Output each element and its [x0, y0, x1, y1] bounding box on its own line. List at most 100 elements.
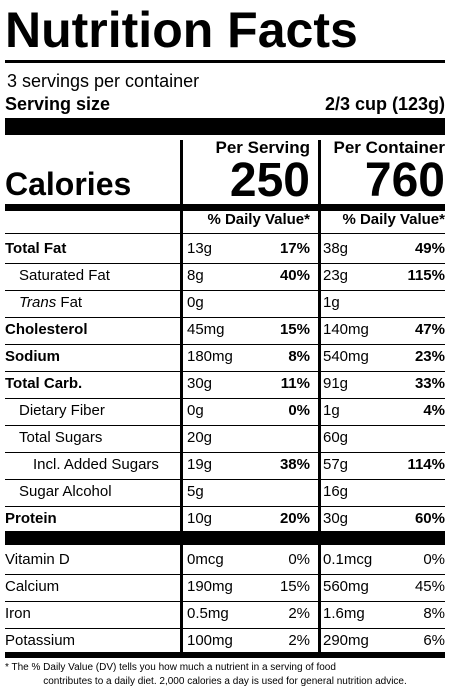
container-dv: 115%	[407, 267, 445, 284]
nutrient-label: Vitamin D	[5, 551, 70, 568]
serving-amount: 0g	[187, 294, 204, 311]
container-dv: 4%	[423, 402, 445, 419]
nutrient-label: Sugar Alcohol	[19, 483, 112, 500]
calories-per-serving: 250	[229, 154, 310, 207]
nutrient-label: Sodium	[5, 348, 60, 365]
divider	[5, 60, 445, 63]
nutrient-label: Trans Fat	[19, 293, 82, 313]
serving-dv: 2%	[288, 632, 310, 649]
nutrient-label: Total Sugars	[19, 429, 103, 446]
row-divider	[5, 506, 445, 507]
serving-amount: 13g	[187, 240, 213, 257]
servings-per-container: 3 servings per container	[7, 71, 200, 91]
table-row: Trans Fat 0g 1g	[5, 291, 445, 318]
row-divider	[5, 290, 445, 291]
table-row: Iron 0.5mg 2% 1.6mg 8%	[5, 602, 445, 629]
container-amount: 540mg	[323, 348, 369, 365]
footnote: * The % Daily Value (DV) tells you how m…	[5, 661, 445, 689]
table-row: Dietary Fiber 0g 0% 1g 4%	[5, 399, 445, 426]
nutrient-label: Total Fat	[5, 240, 67, 257]
container-amount: 1.6mg	[323, 605, 365, 622]
row-divider	[5, 479, 445, 480]
dv-header-container: % Daily Value*	[342, 211, 445, 228]
footnote-line-1: * The % Daily Value (DV) tells you how m…	[5, 662, 336, 673]
serving-amount: 0g	[187, 402, 204, 419]
table-row: Saturated Fat 8g 40% 23g 115%	[5, 264, 445, 291]
table-row: Cholesterol 45mg 15% 140mg 47%	[5, 318, 445, 345]
container-dv: 33%	[414, 375, 445, 392]
container-dv: 49%	[414, 240, 445, 257]
row-divider	[5, 628, 445, 629]
container-amount: 140mg	[323, 321, 369, 338]
container-dv: 47%	[414, 321, 445, 338]
serving-size-value: 2/3 cup (123g)	[324, 94, 445, 114]
container-amount: 38g	[323, 240, 349, 257]
table-row: Sodium 180mg 8% 540mg 23%	[5, 345, 445, 372]
container-dv: 23%	[414, 348, 445, 365]
serving-dv: 38%	[279, 456, 310, 473]
serving-amount: 180mg	[187, 348, 233, 365]
nutrient-label: Cholesterol	[5, 321, 88, 338]
serving-amount: 8g	[187, 267, 204, 284]
row-divider	[5, 425, 445, 426]
container-amount: 57g	[323, 456, 349, 473]
serving-size-row: Serving size 2/3 cup (123g)	[5, 93, 445, 115]
nutrition-facts-panel: Nutrition Facts 3 servings per container…	[5, 2, 445, 691]
serving-amount: 30g	[187, 375, 213, 392]
nutrient-label: Calcium	[5, 578, 60, 595]
label-title: Nutrition Facts	[5, 2, 358, 58]
serving-dv: 20%	[279, 510, 310, 527]
nutrient-label-italic: Trans	[19, 294, 57, 311]
thick-divider	[5, 531, 445, 545]
serving-size-label: Serving size	[5, 94, 111, 114]
calories-per-container: 760	[364, 154, 445, 207]
calories-divider	[5, 204, 445, 211]
table-row: Protein 10g 20% 30g 60%	[5, 507, 445, 534]
row-divider	[5, 263, 445, 264]
serving-dv: 11%	[280, 375, 310, 392]
nutrient-label: Dietary Fiber	[19, 402, 105, 419]
serving-amount: 0mcg	[187, 551, 224, 568]
nutrient-label: Potassium	[5, 632, 76, 649]
container-amount: 560mg	[323, 578, 369, 595]
row-divider	[5, 344, 445, 345]
serving-dv: 8%	[288, 348, 310, 365]
serving-dv: 15%	[279, 578, 310, 595]
nutrient-label: Protein	[5, 510, 57, 527]
table-row: Total Sugars 20g 60g	[5, 426, 445, 453]
dv-header-serving: % Daily Value*	[207, 211, 310, 228]
serving-dv: 15%	[279, 321, 310, 338]
container-amount: 16g	[323, 483, 349, 500]
serving-amount: 100mg	[187, 632, 233, 649]
table-row: Total Carb. 30g 11% 91g 33%	[5, 372, 445, 399]
serving-dv: 0%	[288, 402, 310, 419]
serving-dv: 40%	[279, 267, 310, 284]
serving-amount: 10g	[187, 510, 213, 527]
serving-amount: 190mg	[187, 578, 233, 595]
serving-amount: 5g	[187, 483, 204, 500]
serving-dv: 2%	[288, 605, 310, 622]
row-divider	[5, 574, 445, 575]
container-amount: 91g	[323, 375, 349, 392]
container-amount: 1g	[323, 402, 340, 419]
table-row: Total Fat 13g 17% 38g 49%	[5, 237, 445, 264]
thick-divider	[5, 118, 445, 135]
nutrient-label: Saturated Fat	[19, 267, 110, 284]
serving-dv: 0%	[288, 551, 310, 568]
row-divider	[5, 452, 445, 453]
serving-amount: 45mg	[187, 321, 225, 338]
container-amount: 30g	[323, 510, 349, 527]
footnote-divider	[5, 652, 445, 658]
nutrient-label: Incl. Added Sugars	[33, 456, 159, 473]
per-serving-header: Per Serving	[215, 138, 311, 157]
table-row: Incl. Added Sugars 19g 38% 57g 114%	[5, 453, 445, 480]
table-row: Calcium 190mg 15% 560mg 45%	[5, 575, 445, 602]
nutrient-label: Iron	[5, 605, 31, 622]
nutrient-label: Total Carb.	[5, 375, 83, 392]
container-amount: 290mg	[323, 632, 369, 649]
row-divider	[5, 398, 445, 399]
table-row: Vitamin D 0mcg 0% 0.1mcg 0%	[5, 548, 445, 575]
dv-header-divider	[5, 233, 445, 234]
serving-amount: 0.5mg	[187, 605, 229, 622]
per-container-header: Per Container	[333, 138, 445, 157]
